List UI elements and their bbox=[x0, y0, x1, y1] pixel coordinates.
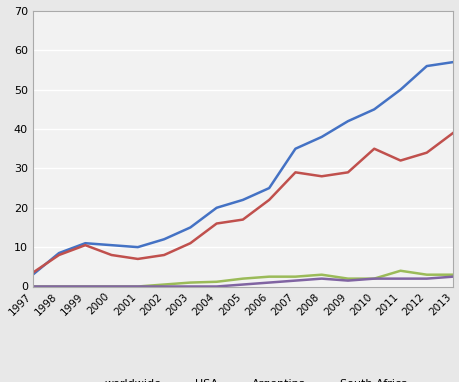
Line: worldwide: worldwide bbox=[33, 62, 452, 275]
USA bbox=[56, 253, 62, 257]
USA bbox=[213, 221, 219, 226]
worldwide bbox=[109, 243, 114, 248]
South Africa bbox=[423, 276, 429, 281]
worldwide bbox=[213, 206, 219, 210]
South Africa bbox=[135, 284, 140, 289]
Argentina bbox=[213, 280, 219, 284]
USA bbox=[449, 131, 455, 135]
South Africa bbox=[318, 276, 324, 281]
Argentina bbox=[423, 272, 429, 277]
worldwide bbox=[266, 186, 271, 190]
USA bbox=[161, 253, 167, 257]
USA bbox=[135, 257, 140, 261]
USA bbox=[187, 241, 193, 246]
worldwide bbox=[135, 245, 140, 249]
Argentina bbox=[30, 284, 35, 289]
USA bbox=[344, 170, 350, 175]
worldwide bbox=[240, 197, 245, 202]
worldwide bbox=[187, 225, 193, 230]
worldwide bbox=[449, 60, 455, 65]
USA bbox=[109, 253, 114, 257]
South Africa bbox=[213, 284, 219, 289]
worldwide bbox=[423, 64, 429, 68]
Argentina bbox=[292, 274, 297, 279]
South Africa bbox=[266, 280, 271, 285]
Argentina bbox=[397, 269, 403, 273]
South Africa bbox=[449, 274, 455, 279]
worldwide bbox=[82, 241, 88, 246]
Line: South Africa: South Africa bbox=[33, 277, 452, 286]
Argentina bbox=[449, 272, 455, 277]
South Africa bbox=[371, 276, 376, 281]
worldwide bbox=[318, 134, 324, 139]
USA bbox=[30, 270, 35, 275]
South Africa bbox=[82, 284, 88, 289]
worldwide bbox=[397, 87, 403, 92]
worldwide bbox=[292, 146, 297, 151]
South Africa bbox=[292, 278, 297, 283]
worldwide bbox=[56, 251, 62, 255]
worldwide bbox=[371, 107, 376, 112]
Line: Argentina: Argentina bbox=[33, 271, 452, 286]
South Africa bbox=[161, 284, 167, 289]
USA bbox=[240, 217, 245, 222]
Argentina bbox=[56, 284, 62, 289]
worldwide bbox=[161, 237, 167, 241]
South Africa bbox=[56, 284, 62, 289]
Argentina bbox=[266, 274, 271, 279]
Argentina bbox=[135, 284, 140, 289]
South Africa bbox=[30, 284, 35, 289]
Argentina bbox=[109, 284, 114, 289]
USA bbox=[423, 151, 429, 155]
Legend: worldwide, USA, Argentina, South Africa: worldwide, USA, Argentina, South Africa bbox=[73, 375, 411, 382]
USA bbox=[82, 243, 88, 248]
South Africa bbox=[187, 284, 193, 289]
Argentina bbox=[344, 276, 350, 281]
Argentina bbox=[371, 276, 376, 281]
worldwide bbox=[30, 272, 35, 277]
USA bbox=[318, 174, 324, 178]
Argentina bbox=[161, 282, 167, 287]
South Africa bbox=[109, 284, 114, 289]
South Africa bbox=[344, 278, 350, 283]
USA bbox=[266, 197, 271, 202]
USA bbox=[292, 170, 297, 175]
South Africa bbox=[240, 282, 245, 287]
USA bbox=[371, 146, 376, 151]
Argentina bbox=[82, 284, 88, 289]
South Africa bbox=[397, 276, 403, 281]
Argentina bbox=[187, 280, 193, 285]
Argentina bbox=[240, 276, 245, 281]
worldwide bbox=[344, 119, 350, 123]
Argentina bbox=[318, 272, 324, 277]
USA bbox=[397, 158, 403, 163]
Line: USA: USA bbox=[33, 133, 452, 273]
